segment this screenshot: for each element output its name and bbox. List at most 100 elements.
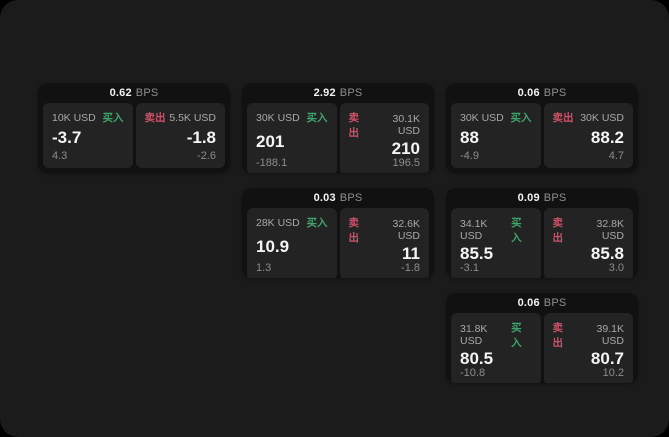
buy-sub-value: -188.1 [256, 157, 288, 169]
bps-unit-label: BPS [543, 297, 567, 309]
card-header: 0.62 BPS [38, 83, 230, 103]
sell-quote-panel[interactable]: 卖出 32.6K USD 11 -1.8 [339, 208, 429, 278]
buy-panel-top: 30K USD 买入 [460, 110, 532, 125]
sell-sub-value: 3.0 [608, 262, 624, 274]
buy-panel-top: 30K USD 买入 [256, 110, 328, 125]
quote-card: 0.03 BPS 28K USD 买入 10.9 1.3 卖出 32.6K USD… [242, 188, 434, 278]
buy-sub-value: -3.1 [460, 262, 479, 274]
buy-price: 201 [256, 131, 285, 151]
sell-size: 39.1K USD [596, 323, 624, 347]
sell-size: 30K USD [580, 111, 624, 124]
buy-size: 28K USD [256, 216, 300, 229]
bps-value: 0.03 [313, 192, 336, 204]
sell-sub-value: 4.7 [608, 150, 624, 162]
sell-price: -1.8 [186, 128, 216, 147]
sell-quote-panel[interactable]: 卖出 39.1K USD 80.7 10.2 [543, 313, 633, 383]
bps-unit-label: BPS [543, 192, 567, 204]
buy-size: 31.8K USD [460, 323, 488, 347]
buy-side-label: 买入 [306, 112, 328, 124]
bps-unit-label: BPS [135, 87, 159, 99]
sell-panel-top: 卖出 30K USD [553, 110, 625, 125]
buy-panel-top: 31.8K USD 买入 [460, 320, 532, 350]
buy-price: -3.7 [52, 128, 82, 147]
card-body: 30K USD 买入 88 -4.9 卖出 30K USD 88.2 4.7 [446, 103, 638, 173]
bps-value: 0.09 [517, 192, 540, 204]
buy-panel-top: 28K USD 买入 [256, 215, 328, 230]
sell-size: 32.8K USD [596, 218, 624, 242]
quote-card: 0.06 BPS 31.8K USD 买入 80.5 -10.8 卖出 39.1K… [446, 293, 638, 383]
sell-quote-panel[interactable]: 卖出 5.5K USD -1.8 -2.6 [135, 103, 225, 168]
bps-unit-label: BPS [339, 192, 363, 204]
buy-size: 10K USD [52, 111, 96, 124]
buy-panel-top: 10K USD 买入 [52, 110, 124, 125]
sell-side-label: 卖出 [348, 112, 360, 139]
sell-side-label: 卖出 [552, 112, 574, 124]
bps-value: 0.06 [517, 297, 540, 309]
sell-panel-top: 卖出 32.6K USD [349, 215, 421, 245]
buy-side-label: 买入 [511, 217, 522, 244]
buy-quote-panel[interactable]: 30K USD 买入 88 -4.9 [451, 103, 541, 168]
buy-price: 10.9 [256, 236, 290, 256]
buy-quote-panel[interactable]: 28K USD 买入 10.9 1.3 [247, 208, 337, 278]
sell-panel-top: 卖出 39.1K USD [553, 320, 625, 350]
buy-sub-value: -4.9 [460, 150, 479, 162]
buy-panel-top: 34.1K USD 买入 [460, 215, 532, 245]
buy-side-label: 买入 [511, 322, 522, 349]
bps-unit-label: BPS [339, 87, 363, 99]
sell-price: 85.8 [590, 244, 624, 263]
bps-value: 2.92 [313, 87, 336, 99]
sell-sub-value: -1.8 [401, 262, 420, 274]
card-header: 0.06 BPS [446, 293, 638, 313]
sell-panel-top: 卖出 30.1K USD [349, 110, 421, 140]
sell-size: 30.1K USD [392, 113, 420, 137]
sell-quote-panel[interactable]: 卖出 32.8K USD 85.8 3.0 [543, 208, 633, 278]
card-header: 2.92 BPS [242, 83, 434, 103]
quote-cards-grid: 0.62 BPS 10K USD 买入 -3.7 4.3 卖出 5.5K USD … [38, 83, 638, 383]
buy-sub-value: 4.3 [52, 150, 68, 162]
sell-quote-panel[interactable]: 卖出 30.1K USD 210 196.5 [339, 103, 429, 173]
buy-sub-value: 1.3 [256, 262, 272, 274]
quote-card: 0.62 BPS 10K USD 买入 -3.7 4.3 卖出 5.5K USD … [38, 83, 230, 173]
sell-side-label: 卖出 [552, 217, 564, 244]
buy-price: 85.5 [460, 244, 494, 263]
buy-sub-value: -10.8 [460, 367, 486, 379]
sell-price: 210 [391, 139, 420, 158]
bps-value: 0.06 [517, 87, 540, 99]
card-body: 30K USD 买入 201 -188.1 卖出 30.1K USD 210 1… [242, 103, 434, 173]
buy-side-label: 买入 [510, 112, 532, 124]
sell-price: 11 [402, 244, 420, 263]
card-body: 34.1K USD 买入 85.5 -3.1 卖出 32.8K USD 85.8… [446, 208, 638, 278]
sell-sub-value: 10.2 [602, 367, 624, 379]
sell-price: 80.7 [590, 349, 624, 368]
sell-side-label: 卖出 [144, 112, 166, 124]
buy-quote-panel[interactable]: 31.8K USD 买入 80.5 -10.8 [451, 313, 541, 383]
sell-size: 5.5K USD [169, 111, 216, 124]
buy-quote-panel[interactable]: 10K USD 买入 -3.7 4.3 [43, 103, 133, 168]
sell-panel-top: 卖出 5.5K USD [145, 110, 217, 125]
bps-unit-label: BPS [543, 87, 567, 99]
buy-price: 88 [460, 128, 479, 147]
sell-quote-panel[interactable]: 卖出 30K USD 88.2 4.7 [543, 103, 633, 168]
sell-side-label: 卖出 [552, 322, 564, 349]
sell-panel-top: 卖出 32.8K USD [553, 215, 625, 245]
card-header: 0.06 BPS [446, 83, 638, 103]
sell-price: 88.2 [590, 128, 624, 147]
quote-card: 2.92 BPS 30K USD 买入 201 -188.1 卖出 30.1K U… [242, 83, 434, 173]
sell-sub-value: -2.6 [197, 150, 216, 162]
buy-side-label: 买入 [306, 217, 328, 229]
bps-value: 0.62 [109, 87, 132, 99]
quote-card: 0.09 BPS 34.1K USD 买入 85.5 -3.1 卖出 32.8K … [446, 188, 638, 278]
sell-sub-value: 196.5 [392, 157, 420, 169]
card-header: 0.09 BPS [446, 188, 638, 208]
sell-size: 32.6K USD [392, 218, 420, 242]
buy-size: 30K USD [256, 111, 300, 124]
buy-quote-panel[interactable]: 30K USD 买入 201 -188.1 [247, 103, 337, 173]
buy-size: 30K USD [460, 111, 504, 124]
buy-price: 80.5 [460, 349, 494, 368]
card-body: 28K USD 买入 10.9 1.3 卖出 32.6K USD 11 -1.8 [242, 208, 434, 278]
buy-side-label: 买入 [102, 112, 124, 124]
card-body: 10K USD 买入 -3.7 4.3 卖出 5.5K USD -1.8 -2.… [38, 103, 230, 173]
buy-quote-panel[interactable]: 34.1K USD 买入 85.5 -3.1 [451, 208, 541, 278]
